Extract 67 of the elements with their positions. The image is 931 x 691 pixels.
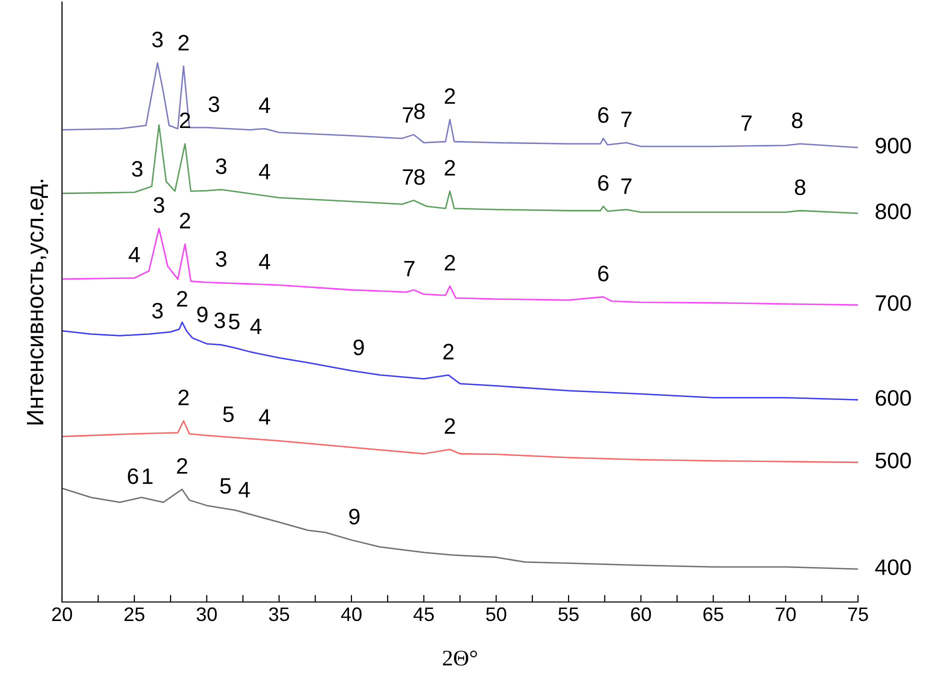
- annotation: 4: [238, 482, 250, 498]
- annotation: 6: [598, 107, 608, 123]
- x-tick-label: 20: [52, 607, 72, 622]
- annotation: 3: [154, 197, 164, 213]
- annotation: 2: [178, 390, 189, 406]
- annotation: 5: [223, 406, 234, 422]
- x-axis-title: 2Θ°: [442, 650, 477, 666]
- annotation: 3: [216, 251, 226, 267]
- annotation: 4: [250, 318, 262, 334]
- annotation: 2: [444, 254, 455, 270]
- annotation: 9: [349, 508, 360, 524]
- x-tick-label: 55: [558, 608, 579, 622]
- annotation: 4: [258, 98, 270, 113]
- annotation: 2: [444, 418, 455, 434]
- annotation: 7: [402, 169, 413, 185]
- annotation: 3: [152, 32, 163, 48]
- annotation: 1: [142, 468, 152, 484]
- x-tick-label: 30: [196, 607, 217, 622]
- annotation: 9: [197, 306, 208, 322]
- series-label: 500: [876, 452, 911, 468]
- annotation: 2: [178, 34, 189, 50]
- annotation: 4: [258, 254, 270, 270]
- annotation: 7: [404, 261, 414, 276]
- annotation: 3: [216, 158, 226, 174]
- annotation: 2: [444, 88, 455, 104]
- x-tick-label: 45: [413, 608, 434, 622]
- annotation: 8: [794, 179, 806, 196]
- annotation: 4: [258, 164, 270, 180]
- x-tick-label: 60: [631, 607, 651, 622]
- annotation: 7: [402, 107, 413, 123]
- annotation: 6: [598, 175, 608, 191]
- annotation: 8: [414, 169, 425, 185]
- x-tick-label: 75: [848, 608, 868, 622]
- annotation: 3: [214, 312, 225, 328]
- x-tick-label: 40: [341, 607, 362, 622]
- annotation: 5: [228, 314, 240, 330]
- annotation: 6: [598, 266, 608, 282]
- annotation: 9: [354, 339, 364, 356]
- x-tick-label: 35: [269, 607, 290, 622]
- series-label: 900: [876, 138, 911, 154]
- annotation: 2: [444, 160, 455, 176]
- annotation: 7: [742, 115, 752, 131]
- annotation: 4: [128, 247, 140, 262]
- x-tick-label: 65: [703, 607, 724, 622]
- x-tick-label: 25: [124, 607, 144, 622]
- annotation: 5: [220, 478, 231, 494]
- annotation: 3: [152, 302, 163, 319]
- x-tick-label: 50: [486, 607, 506, 622]
- annotation: 2: [180, 112, 190, 128]
- annotation: 3: [208, 96, 220, 112]
- series-label: 800: [876, 204, 911, 220]
- y-axis-title: Интенсивность,усл.ед.: [26, 180, 48, 424]
- annotation: 2: [180, 212, 190, 228]
- annotation: 8: [414, 103, 425, 120]
- annotation: 2: [177, 458, 188, 474]
- series-label: 400: [875, 559, 911, 576]
- series-label: 600: [876, 390, 911, 406]
- annotation: 6: [128, 468, 138, 484]
- series-label: 700: [876, 295, 911, 311]
- x-tick-label: 70: [776, 607, 796, 622]
- annotation: 2: [177, 290, 188, 306]
- annotation: 7: [621, 112, 632, 127]
- annotation: 3: [132, 161, 142, 177]
- annotation: 8: [792, 112, 802, 128]
- annotation: 7: [621, 178, 632, 194]
- annotation: 2: [443, 344, 454, 360]
- annotation: 4: [258, 409, 270, 425]
